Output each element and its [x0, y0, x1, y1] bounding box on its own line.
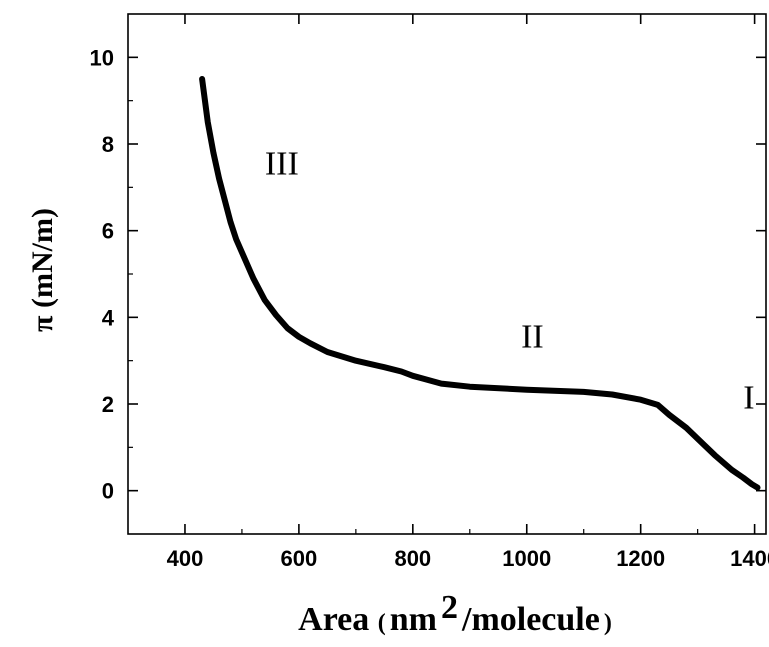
x-tick-label: 1200	[616, 546, 665, 571]
x-tick-label: 400	[167, 546, 204, 571]
x-axis-title-rest: /molecule	[461, 601, 600, 638]
plot-frame	[127, 13, 767, 535]
x-axis-title-main: Area	[298, 601, 378, 638]
y-tick-label: 4	[102, 305, 115, 330]
y-tick-label: 6	[102, 219, 114, 244]
y-tick-label: 0	[102, 479, 114, 504]
y-tick-label: 8	[102, 132, 114, 157]
x-axis-title-unit: nm	[390, 601, 437, 638]
x-tick-label: 800	[394, 546, 431, 571]
x-axis-title: Area ( nm 2 /molecule )	[298, 589, 612, 638]
series-line	[199, 76, 761, 491]
x-axis-title-paren-close: )	[604, 610, 612, 636]
x-axis-title-sup: 2	[441, 589, 458, 626]
y-tick-label: 10	[90, 45, 114, 70]
x-axis-title-paren-open: (	[378, 610, 386, 636]
region-label: I	[743, 379, 754, 416]
y-tick-label: 2	[102, 392, 114, 417]
y-axis-title: π (mN/m)	[26, 208, 59, 332]
region-label: II	[521, 319, 544, 356]
x-tick-label: 1000	[502, 546, 551, 571]
region-label: III	[265, 145, 299, 182]
x-tick-label: 600	[281, 546, 318, 571]
